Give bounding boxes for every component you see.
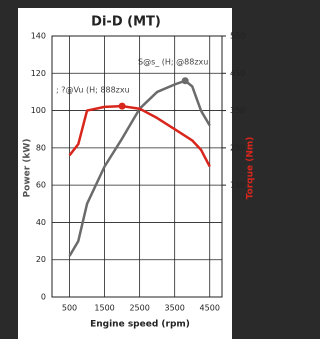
chart-title: Di-D (MT)	[91, 15, 161, 30]
y-axis-label: Power (kW)	[23, 139, 33, 198]
y2-tick-label: 550	[230, 32, 245, 41]
y-tick-label: 120	[31, 69, 46, 78]
chart: Di-D (MT) Engine speed (rpm) Power (kW) …	[0, 0, 257, 339]
x-tick-label: 2500	[129, 304, 149, 313]
y2-tick-label: 250	[230, 143, 245, 152]
y-tick-label: 0	[41, 293, 46, 302]
x-axis-label: Engine speed (rpm)	[90, 320, 190, 330]
y-tick-label: 140	[31, 32, 46, 41]
y-tick-label: 40	[36, 218, 46, 227]
page: {"chart_data": {"type": "line", "title":…	[0, 0, 257, 339]
y2-tick-label: 150	[230, 181, 245, 190]
x-tick-label: 4500	[200, 304, 220, 313]
peak-marker	[119, 103, 126, 110]
annotation: S@s_ (H; @88zxu	[138, 58, 208, 67]
y-tick-label: 20	[36, 255, 46, 264]
x-tick-label: 1500	[94, 304, 114, 313]
y-tick-label: 60	[36, 181, 46, 190]
peak-marker	[182, 77, 189, 84]
y2-tick-label: 350	[230, 106, 245, 115]
annotation: ; ?@Vu (H; 888zxu	[56, 86, 130, 95]
y2-tick-label: 450	[230, 69, 245, 78]
x-tick-label: 3500	[165, 304, 185, 313]
y-tick-label: 80	[36, 143, 46, 152]
y2-axis-label: Torque (Nm)	[246, 137, 256, 200]
y-tick-label: 100	[31, 106, 46, 115]
x-tick-label: 500	[62, 304, 77, 313]
